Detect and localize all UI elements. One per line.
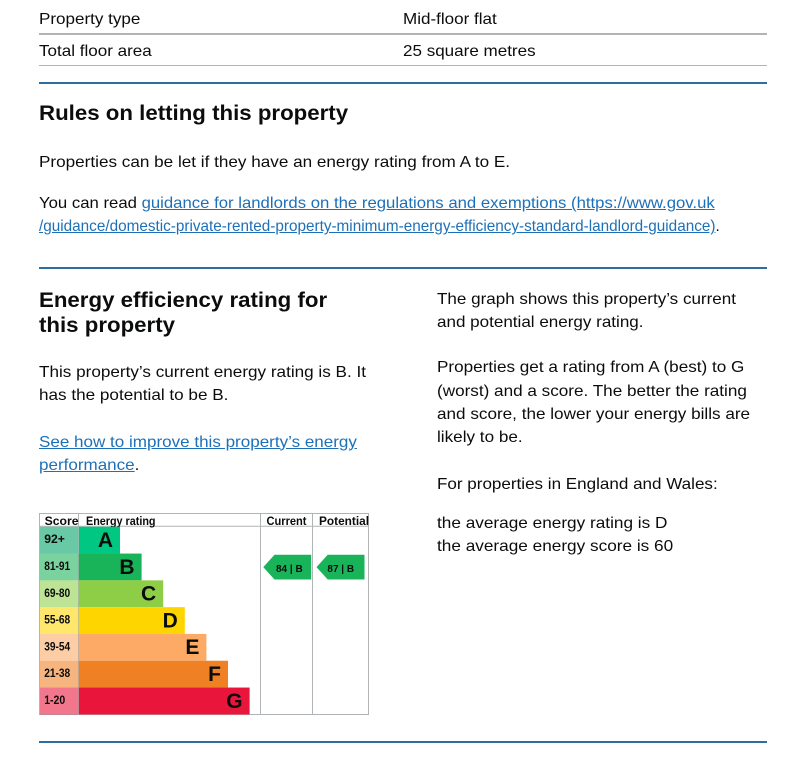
svg-text:A: A	[98, 529, 113, 552]
svg-text:Potential: Potential	[319, 514, 369, 528]
svg-text:C: C	[141, 583, 156, 606]
svg-text:D: D	[163, 609, 178, 632]
svg-text:1-20: 1-20	[44, 693, 65, 707]
svg-text:84 | B: 84 | B	[276, 564, 303, 575]
svg-text:E: E	[185, 636, 199, 659]
svg-text:Score: Score	[45, 514, 79, 528]
svg-text:21-38: 21-38	[44, 666, 70, 680]
svg-text:55-68: 55-68	[44, 613, 70, 627]
svg-text:81-91: 81-91	[44, 559, 70, 573]
svg-text:69-80: 69-80	[44, 586, 70, 600]
svg-text:G: G	[226, 690, 242, 713]
svg-text:87 | B: 87 | B	[327, 564, 354, 575]
svg-text:Current: Current	[267, 514, 307, 528]
svg-text:39-54: 39-54	[44, 639, 70, 653]
svg-text:92+: 92+	[44, 532, 65, 546]
svg-text:F: F	[208, 663, 221, 686]
svg-text:Energy rating: Energy rating	[86, 514, 156, 528]
svg-text:B: B	[119, 556, 134, 579]
